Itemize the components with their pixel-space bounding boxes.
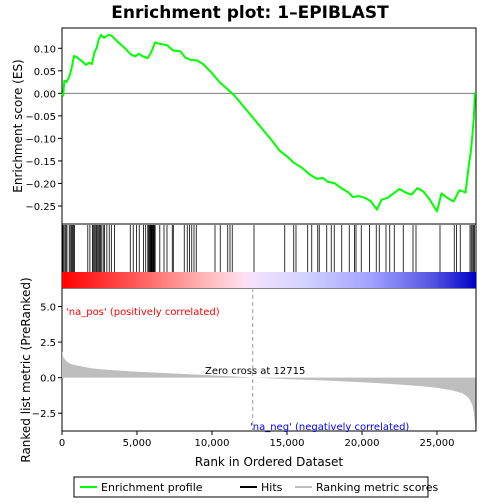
x-tick-label: 5,000 (123, 438, 152, 449)
es-panel (61, 33, 476, 213)
pos-correlated-label: 'na_pos' (positively correlated) (66, 307, 220, 318)
x-tick-label: 0 (59, 438, 65, 449)
es-y-tick-label: 0.05 (34, 67, 56, 78)
metric-y-tick-label: 0.0 (40, 374, 56, 385)
x-tick-label: 20,000 (345, 438, 380, 449)
es-y-tick-label: −0.25 (25, 202, 56, 213)
es-y-tick-label: −0.15 (25, 157, 56, 168)
legend-label-enrichment: Enrichment profile (101, 481, 203, 494)
es-panel-frame (61, 27, 477, 225)
metric-panel-frame (61, 287, 477, 432)
legend: Enrichment profile Hits Ranking metric s… (73, 476, 438, 498)
x-axis-label: Rank in Ordered Dataset (195, 455, 343, 469)
rank-color-bar (62, 272, 476, 288)
chart-title: Enrichment plot: 1–EPIBLAST (111, 3, 389, 23)
metric-y-tick-label: −2.5 (32, 409, 56, 420)
es-y-tick-label: 0.00 (34, 89, 56, 100)
es-y-tick-label: −0.20 (25, 179, 56, 190)
hits-panel (62, 225, 476, 288)
x-tick-label: 15,000 (270, 438, 305, 449)
axes: −0.25−0.20−0.15−0.10−0.050.000.050.10−2.… (25, 44, 454, 449)
metric-y-axis-label: Ranked list metric (PreRanked) (19, 277, 33, 462)
metric-panel (62, 288, 476, 431)
neg-correlated-label: 'na_neg' (negatively correlated) (250, 422, 409, 433)
es-y-tick-label: −0.05 (25, 112, 56, 123)
legend-label-hits: Hits (261, 481, 283, 494)
metric-y-tick-label: 2.5 (40, 338, 56, 349)
metric-y-tick-label: 5.0 (40, 302, 56, 313)
zero-cross-label: Zero cross at 12715 (205, 366, 305, 377)
x-tick-label: 10,000 (195, 438, 230, 449)
es-y-axis-label: Enrichment score (ES) (11, 59, 25, 192)
es-y-tick-label: 0.10 (34, 44, 56, 55)
enrichment-profile-line (61, 33, 476, 213)
x-tick-label: 25,000 (420, 438, 455, 449)
es-y-tick-label: −0.10 (25, 134, 56, 145)
legend-label-metric: Ranking metric scores (316, 481, 438, 494)
